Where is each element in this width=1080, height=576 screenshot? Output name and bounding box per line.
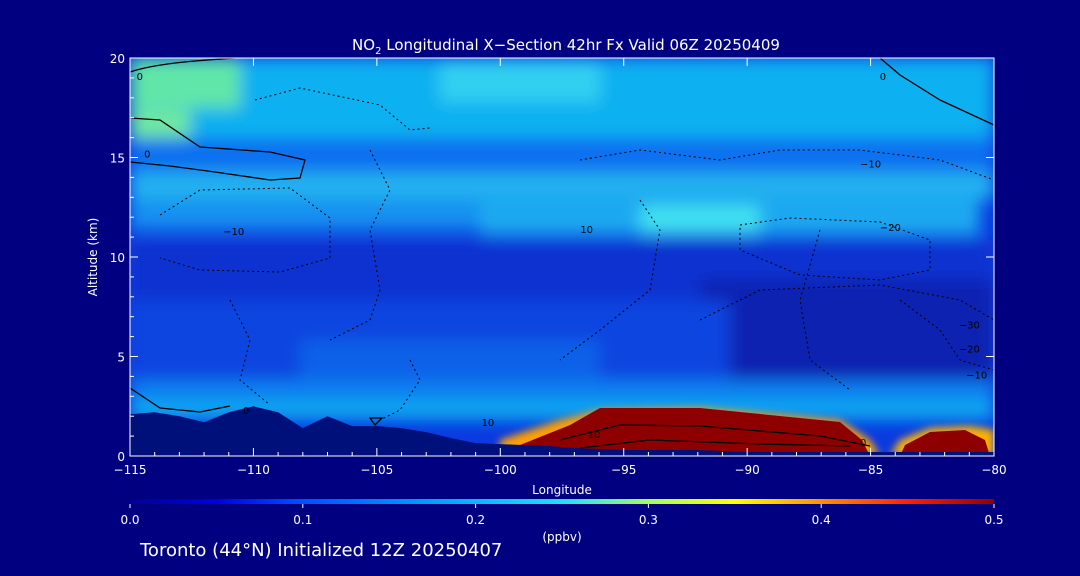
contour-label: 0 (880, 72, 886, 83)
contour-label: 0 (243, 406, 249, 417)
contour-label: −20 (880, 223, 901, 234)
contour-label: −10 (966, 370, 987, 381)
contour-label: 10 (482, 418, 495, 429)
x-tick-label: −95 (611, 463, 636, 477)
colorbar-ticks: 0.0 0.1 0.2 0.3 0.4 0.5 (120, 504, 1004, 527)
x-axis: −115 −110 −105 −100 −95 −90 −85 −80 (114, 58, 1007, 477)
x-tick-label: −90 (734, 463, 759, 477)
colorbar-tick-label: 0.4 (812, 513, 831, 527)
contour-label: 10 (588, 430, 601, 441)
footer-caption: Toronto (44°N) Initialized 12Z 20250407 (140, 540, 503, 561)
y-tick-label: 15 (110, 152, 125, 166)
contour-label: 0 (860, 438, 866, 449)
x-tick-label: −115 (114, 463, 147, 477)
contour-label: −30 (959, 321, 980, 332)
y-tick-label: 10 (110, 251, 125, 265)
y-tick-label: 0 (117, 450, 125, 464)
x-tick-label: −80 (981, 463, 1006, 477)
colorbar-tick-label: 0.0 (120, 513, 139, 527)
contour-label: 0 (137, 72, 143, 83)
colorbar (130, 499, 994, 504)
colorbar-tick-label: 0.2 (466, 513, 485, 527)
y-axis-label: Altitude (km) (86, 218, 100, 297)
colorbar-tick-label: 0.5 (984, 513, 1003, 527)
contour-label: −20 (959, 345, 980, 356)
x-tick-label: −85 (858, 463, 883, 477)
contour-label: −10 (223, 227, 244, 238)
x-tick-label: −105 (360, 463, 393, 477)
chart-title: NO2 Longitudinal X−Section 42hr Fx Valid… (352, 36, 780, 57)
x-tick-label: −100 (484, 463, 517, 477)
no2-field (130, 58, 994, 456)
contour-labels: 0 0 −10 10 −10 −20 0 −30 −20 −10 0 10 10 0 (137, 72, 988, 449)
terrain-mask (130, 406, 994, 456)
contour-label: 10 (580, 225, 593, 236)
colorbar-tick-label: 0.3 (639, 513, 658, 527)
colorbar-tick-label: 0.1 (293, 513, 312, 527)
colorbar-label: (ppbv) (542, 530, 581, 544)
contour-label: −10 (860, 159, 881, 170)
x-axis-label: Longitude (532, 483, 592, 497)
y-axis: 0 5 10 15 20 (110, 52, 994, 464)
x-tick-label: −110 (237, 463, 270, 477)
contour-label: 0 (144, 150, 150, 161)
y-tick-label: 5 (117, 351, 125, 365)
y-tick-label: 20 (110, 52, 125, 66)
